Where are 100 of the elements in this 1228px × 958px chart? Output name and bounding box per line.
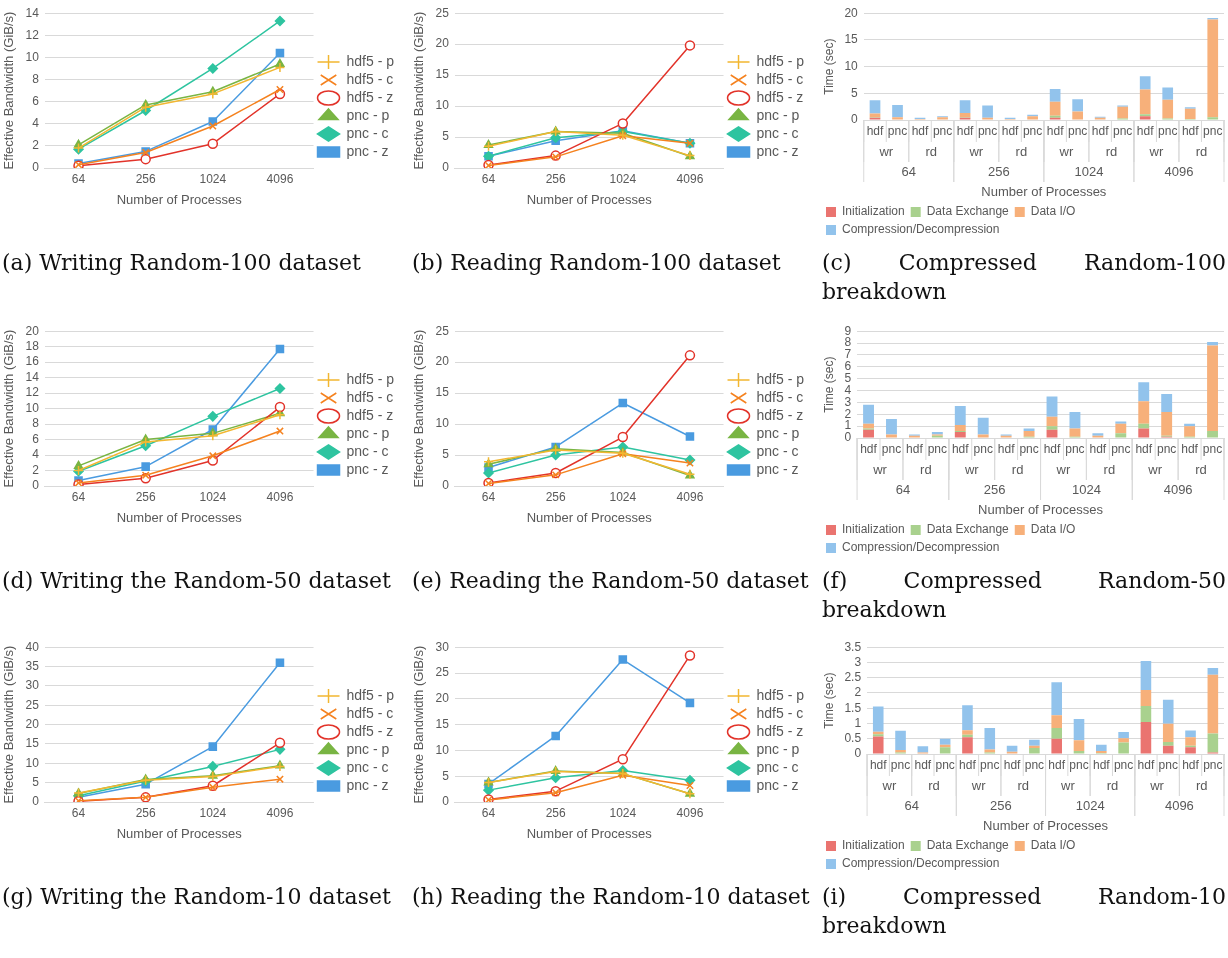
text: rd bbox=[1015, 143, 1028, 159]
y-tick-label: 0 bbox=[32, 478, 40, 493]
legend-label: pnc - p bbox=[756, 106, 800, 123]
y-tick-label: 10 bbox=[25, 49, 40, 64]
text: rd bbox=[1011, 461, 1024, 477]
x-tick-label: hdf bbox=[1092, 757, 1111, 772]
x-tick-label: pnc bbox=[1067, 123, 1088, 138]
y-axis-title: Effective Bandwidth (GiB/s) bbox=[411, 329, 427, 488]
x-tick-label: 1024 bbox=[199, 171, 227, 186]
x-axis-title: Number of Processes bbox=[981, 183, 1107, 199]
x-tick-label: pnc bbox=[890, 757, 911, 772]
x-axis-title: Number of Processes bbox=[526, 191, 653, 207]
y-tick-label: 40 bbox=[25, 639, 40, 654]
text: (b) Reading Random-100 dataset bbox=[412, 249, 782, 277]
x-tick-label: pnc bbox=[1203, 757, 1223, 772]
x-tick-label: 4096 bbox=[266, 489, 294, 504]
y-axis-title: Time (sec) bbox=[821, 672, 836, 729]
x-tick-label: hdf bbox=[914, 757, 932, 772]
y-axis-title: Time (sec) bbox=[821, 356, 836, 413]
legend-label: hdf5 - p bbox=[346, 52, 395, 69]
y-tick-label: 2.5 bbox=[844, 670, 862, 685]
y-axis-title: Time (sec) bbox=[821, 38, 836, 95]
legend-label: hdf5 - z bbox=[756, 722, 804, 739]
x-tick-label: hdf bbox=[1003, 757, 1022, 772]
legend-label: hdf5 - c bbox=[756, 704, 804, 721]
legend-label: hdf5 - z bbox=[756, 406, 804, 423]
x-tick-label: 256 bbox=[545, 805, 566, 820]
x-tick-label: 1024 bbox=[199, 805, 227, 820]
y-tick-label: 15 bbox=[435, 716, 450, 731]
x-tick-label: hdf bbox=[1181, 441, 1199, 456]
legend-label: pnc - p bbox=[346, 106, 390, 123]
text: rd bbox=[1106, 777, 1119, 793]
y-tick-label: 16 bbox=[25, 354, 40, 369]
y-axis-title: Effective Bandwidth (GiB/s) bbox=[1, 11, 17, 170]
y-tick-label: 5 bbox=[851, 85, 859, 100]
text: (h) Reading the Random-10 dataset bbox=[412, 883, 811, 911]
legend-label: hdf5 - z bbox=[346, 406, 394, 423]
x-tick-label: pnc bbox=[1111, 441, 1131, 456]
y-tick-label: 25 bbox=[435, 5, 450, 20]
legend-label: pnc - c bbox=[346, 124, 389, 141]
x-tick-label: hdf bbox=[1181, 123, 1200, 138]
x-tick-label: 1024 bbox=[609, 805, 637, 820]
x-axis-title: Number of Processes bbox=[526, 509, 653, 525]
y-tick-label: 0 bbox=[844, 430, 852, 445]
legend-label: pnc - c bbox=[756, 124, 799, 141]
y-tick-label: 10 bbox=[435, 98, 450, 113]
x-tick-label: 64 bbox=[71, 171, 86, 186]
x-tick-label: hdf bbox=[911, 123, 930, 138]
x-tick-label: hdf bbox=[1046, 123, 1065, 138]
x-axis-title: Number of Processes bbox=[978, 501, 1104, 517]
y-tick-label: 30 bbox=[25, 678, 40, 693]
x-tick-label: pnc bbox=[980, 757, 1000, 772]
y-tick-label: 3 bbox=[854, 654, 862, 669]
legend-label: Compression/Decompression bbox=[842, 856, 1000, 871]
text: (d) Writing the Random-50 dataset bbox=[2, 567, 392, 595]
text: (i) Compressed Random-10 breakdown bbox=[822, 883, 1226, 940]
y-tick-label: 25 bbox=[435, 323, 450, 338]
y-tick-label: 20 bbox=[25, 716, 40, 731]
x-tick-label: hdf bbox=[1043, 441, 1062, 456]
y-tick-label: 0 bbox=[442, 478, 450, 493]
legend-label: Compression/Decompression bbox=[842, 222, 1000, 237]
x-tick-label: 256 bbox=[135, 171, 156, 186]
y-tick-label: 7 bbox=[844, 347, 852, 362]
legend-label: hdf5 - c bbox=[346, 704, 394, 721]
legend-label: Compression/Decompression bbox=[842, 540, 1000, 555]
y-tick-label: 20 bbox=[435, 691, 450, 706]
y-tick-label: 1.5 bbox=[844, 700, 862, 715]
x-axis-title: Number of Processes bbox=[526, 825, 653, 841]
legend-label: hdf5 - p bbox=[346, 370, 395, 387]
x-tick-label: pnc bbox=[1113, 757, 1134, 772]
x-tick-label: pnc bbox=[935, 757, 955, 772]
y-tick-label: 6 bbox=[32, 93, 40, 108]
y-tick-label: 2 bbox=[854, 685, 862, 700]
x-tick-label: pnc bbox=[1158, 757, 1178, 772]
legend-label: pnc - z bbox=[346, 142, 389, 159]
x-tick-label: 64 bbox=[481, 489, 496, 504]
y-tick-label: 30 bbox=[435, 639, 450, 654]
x-tick-label: hdf bbox=[1135, 441, 1153, 456]
y-tick-label: 3.5 bbox=[844, 639, 862, 654]
x-tick-label: pnc bbox=[1203, 123, 1223, 138]
x-tick-label: pnc bbox=[1113, 123, 1133, 138]
x-tick-label: pnc bbox=[881, 441, 902, 456]
y-tick-label: 15 bbox=[435, 385, 450, 400]
x-tick-label: hdf bbox=[906, 441, 924, 456]
y-tick-label: 0 bbox=[442, 160, 450, 175]
y-tick-label: 20 bbox=[25, 323, 40, 338]
y-axis-title: Effective Bandwidth (GiB/s) bbox=[1, 645, 17, 804]
x-tick-label: 64 bbox=[71, 805, 86, 820]
x-tick-label: 64 bbox=[71, 489, 86, 504]
text: rd bbox=[1017, 777, 1030, 793]
x-tick-label: hdf bbox=[1001, 123, 1020, 138]
y-tick-label: 8 bbox=[844, 335, 852, 350]
y-tick-label: 15 bbox=[844, 32, 859, 47]
x-tick-label: hdf bbox=[866, 123, 885, 138]
x-tick-label: 64 bbox=[481, 171, 496, 186]
y-tick-label: 0 bbox=[32, 160, 40, 175]
y-tick-label: 4 bbox=[32, 116, 40, 131]
y-tick-label: 10 bbox=[25, 755, 40, 770]
text: wr bbox=[1059, 777, 1076, 793]
legend-label: Data I/O bbox=[1030, 522, 1076, 537]
